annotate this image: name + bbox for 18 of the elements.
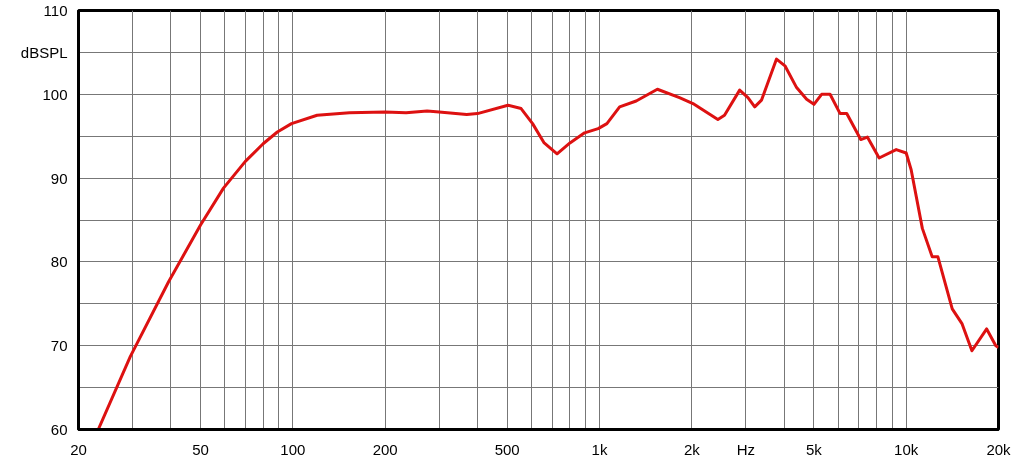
- x-tick-label: 500: [494, 440, 520, 458]
- x-tick-label: 20k: [986, 440, 1012, 458]
- x-tick-label: 10k: [894, 440, 919, 458]
- y-tick-label: 70: [50, 337, 68, 355]
- x-tick-label: 2k: [683, 440, 701, 458]
- y-tick-label: dBSPL: [20, 43, 68, 61]
- y-tick-label: 110: [43, 2, 68, 19]
- x-tick-label: 100: [280, 440, 306, 458]
- x-tick-label: 5k: [805, 440, 823, 458]
- x-tick-label: Hz: [736, 440, 756, 458]
- y-tick-label: 90: [50, 169, 68, 187]
- x-tick-label: 1k: [591, 440, 608, 458]
- x-tick-label: 50: [192, 440, 209, 458]
- y-tick-label: 80: [50, 253, 68, 271]
- x-tick-label: 20: [70, 440, 87, 458]
- y-tick-label: 60: [50, 421, 68, 438]
- y-tick-label: 100: [42, 85, 68, 103]
- x-tick-label: 200: [372, 440, 398, 458]
